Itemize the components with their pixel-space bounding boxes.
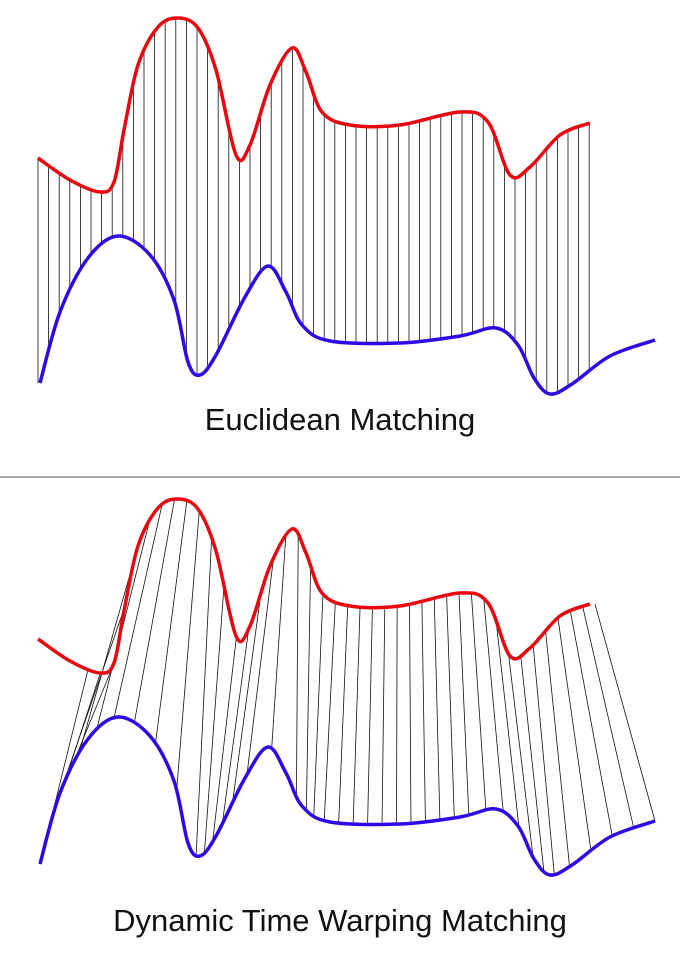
match-line: [470, 592, 487, 810]
match-lines: [39, 498, 656, 875]
blue-series-curve: [38, 715, 656, 877]
match-line: [338, 605, 349, 824]
red-series-curve: [37, 497, 591, 675]
match-line: [381, 607, 386, 825]
match-line: [246, 557, 274, 775]
match-line: [367, 607, 373, 825]
match-lines: [37, 18, 590, 393]
euclidean-title: Euclidean Matching: [204, 402, 476, 437]
match-line: [396, 606, 398, 825]
match-line: [508, 653, 534, 859]
dtw-panel: [37, 497, 656, 877]
match-line: [495, 620, 520, 828]
red-series-curve: [37, 16, 591, 194]
dtw-title: Dynamic Time Warping Matching: [113, 903, 567, 938]
match-line: [458, 593, 470, 816]
match-line: [483, 598, 504, 812]
euclidean-panel: [37, 16, 656, 396]
blue-series-curve: [38, 234, 656, 396]
match-line: [594, 603, 656, 822]
match-line: [221, 628, 250, 824]
match-line: [569, 610, 613, 836]
match-line: [557, 617, 592, 851]
match-line: [155, 500, 188, 743]
match-line: [195, 537, 213, 857]
match-line: [133, 498, 175, 723]
match-line: [323, 602, 336, 821]
match-line: [433, 597, 441, 821]
match-line: [232, 591, 262, 803]
match-line: [113, 503, 163, 718]
match-line: [520, 656, 545, 873]
match-line: [296, 533, 299, 798]
match-line: [203, 585, 225, 854]
match-line: [532, 645, 555, 875]
match-line: [545, 630, 570, 867]
match-line: [61, 605, 126, 788]
match-line: [212, 637, 237, 843]
match-line: [305, 565, 311, 811]
match-line: [409, 604, 412, 824]
match-line: [271, 535, 287, 749]
match-line: [176, 510, 200, 790]
match-line: [446, 595, 455, 818]
match-line: [421, 601, 426, 822]
match-line: [582, 606, 635, 828]
match-line: [313, 594, 324, 817]
match-line: [352, 607, 361, 825]
